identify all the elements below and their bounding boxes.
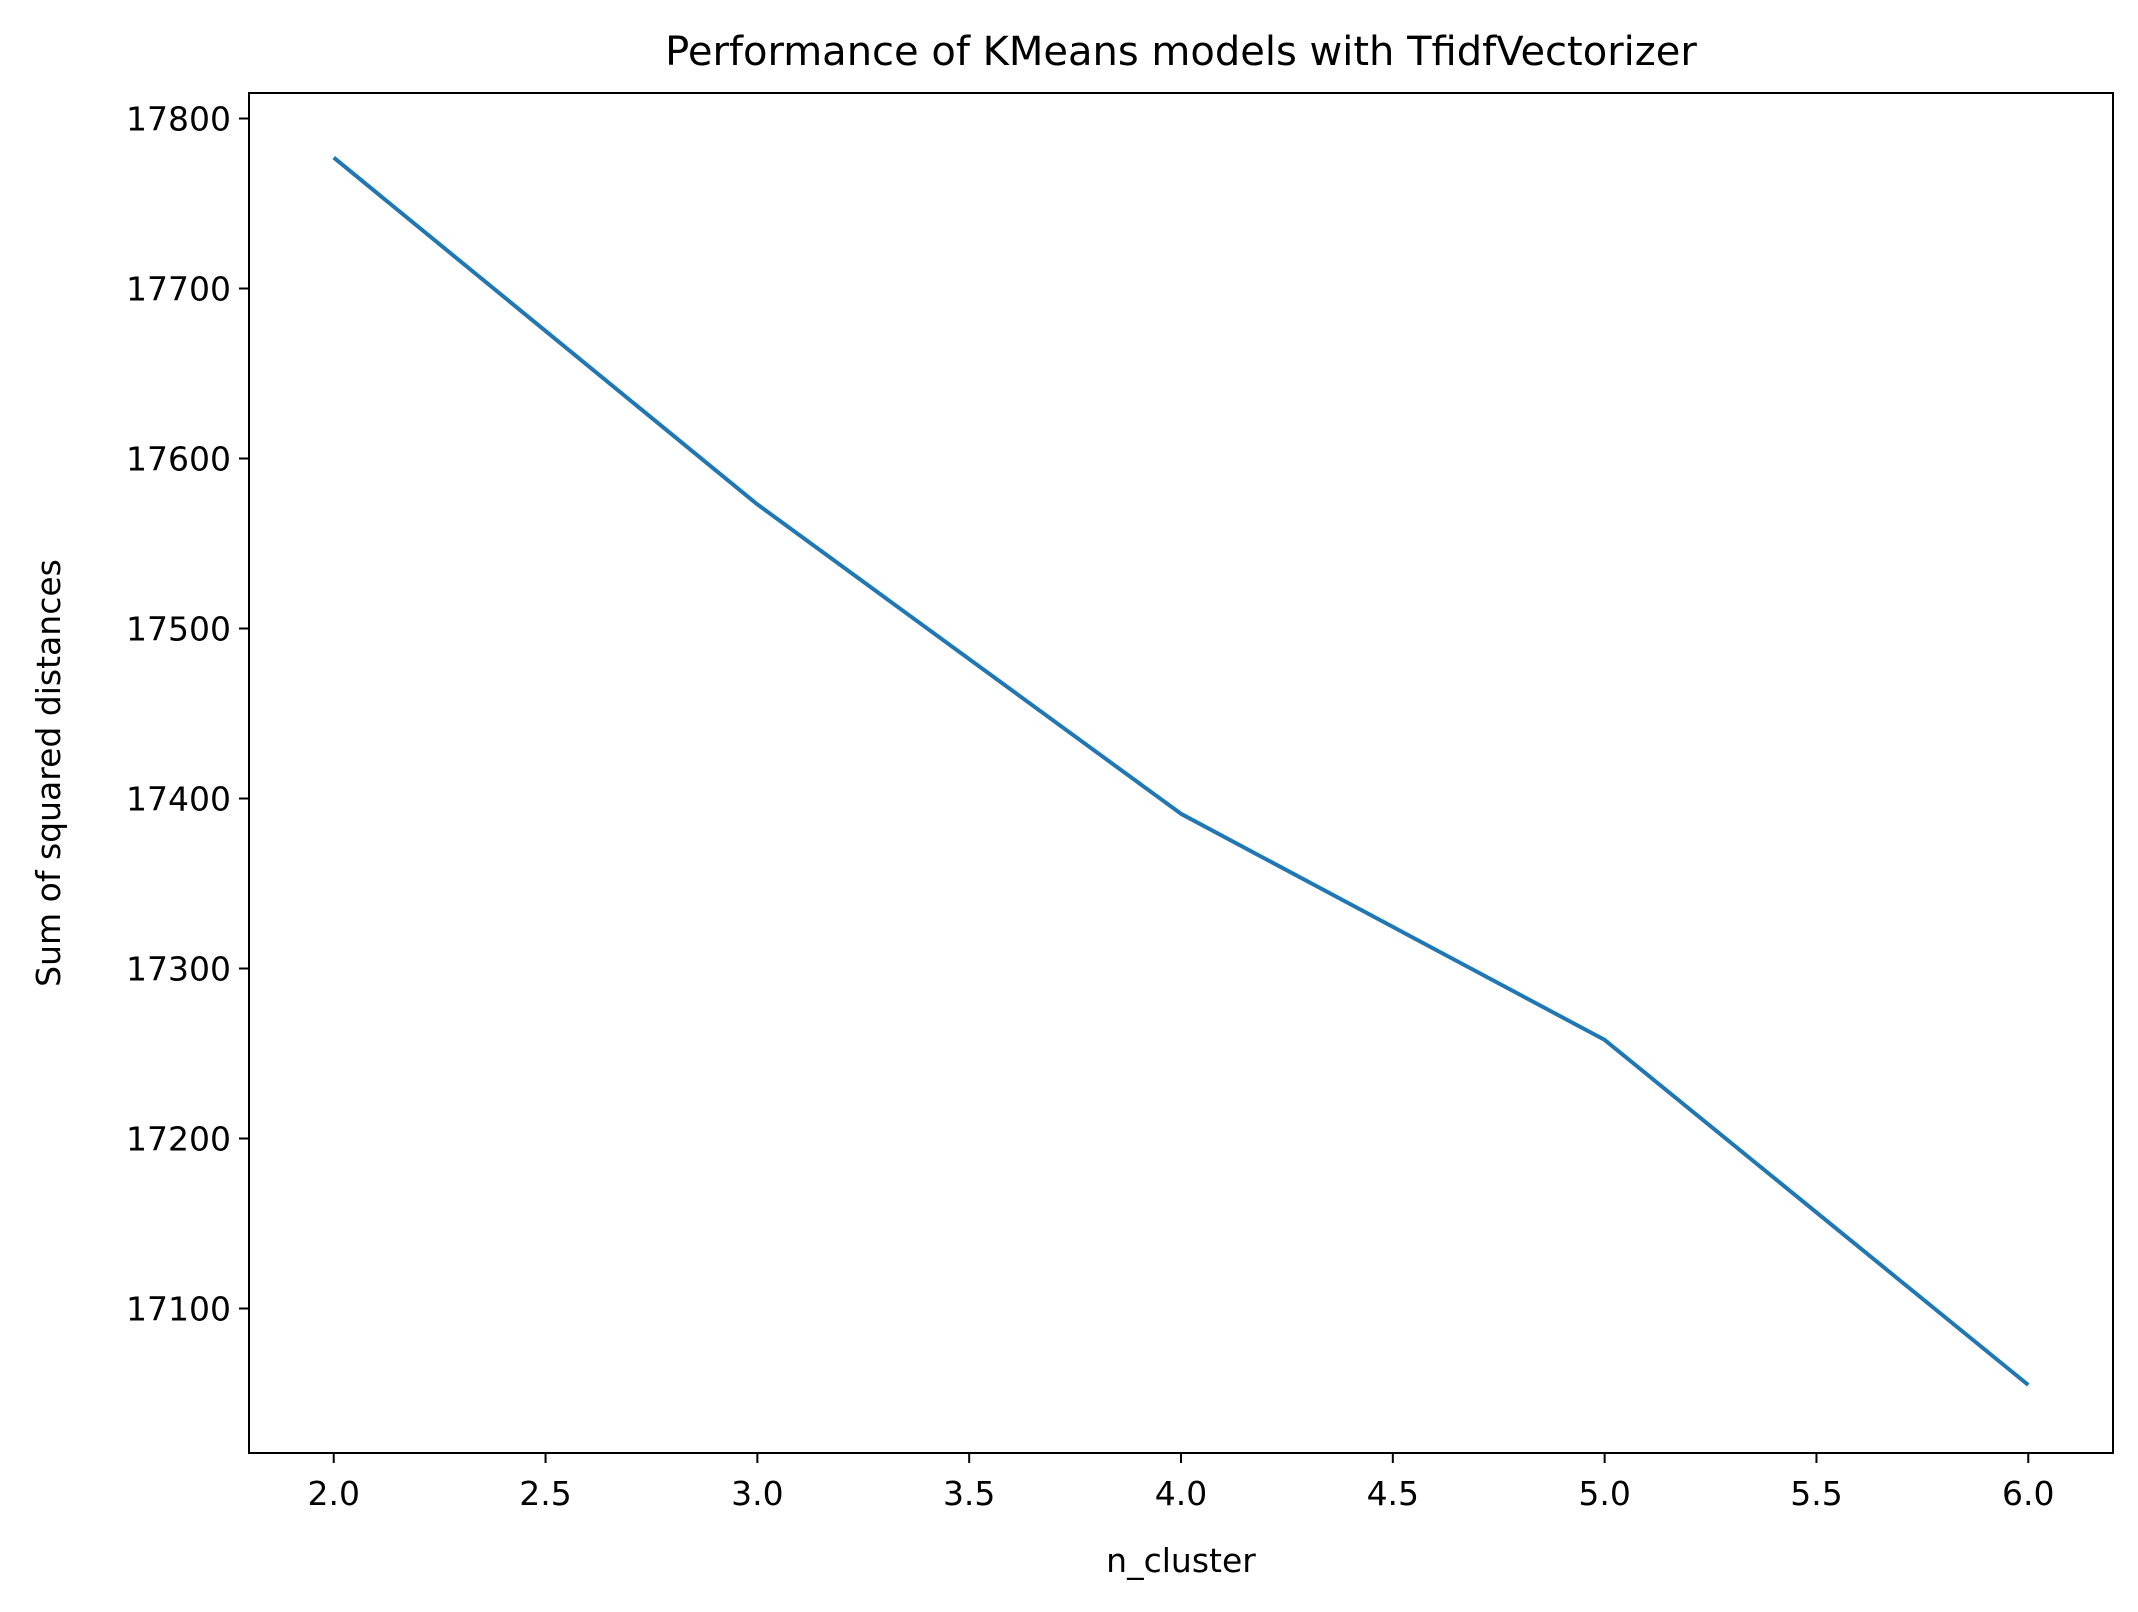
x-tick-label: 3.0 — [731, 1474, 783, 1513]
x-tick-label: 2.0 — [307, 1474, 359, 1513]
y-tick-label: 17800 — [126, 100, 231, 139]
chart-title: Performance of KMeans models with TfidfV… — [665, 29, 1697, 75]
y-tick-label: 17400 — [126, 780, 231, 819]
y-axis: 17100 17200 17300 17400 17500 17600 17700 17800 — [126, 100, 249, 1329]
x-tick-label: 4.0 — [1155, 1474, 1207, 1513]
y-tick-label: 17300 — [126, 950, 231, 989]
x-tick-label: 6.0 — [2002, 1474, 2054, 1513]
x-tick-label: 5.5 — [1790, 1474, 1842, 1513]
x-axis: 2.0 2.5 3.0 3.5 4.0 4.5 5.0 5.5 6.0 — [307, 1453, 2055, 1513]
y-tick-label: 17700 — [126, 270, 231, 309]
x-tick-label: 4.5 — [1367, 1474, 1419, 1513]
x-axis-label: n_cluster — [1106, 1541, 1256, 1580]
series-line-1 — [332, 156, 2030, 1387]
x-tick-label: 3.5 — [943, 1474, 995, 1513]
x-tick-label: 2.5 — [519, 1474, 571, 1513]
y-tick-label: 17100 — [126, 1290, 231, 1329]
y-tick-label: 17500 — [126, 610, 231, 649]
y-tick-label: 17200 — [126, 1120, 231, 1159]
y-tick-label: 17600 — [126, 440, 231, 479]
x-tick-label: 5.0 — [1578, 1474, 1630, 1513]
y-axis-label: Sum of squared distances — [29, 559, 68, 987]
